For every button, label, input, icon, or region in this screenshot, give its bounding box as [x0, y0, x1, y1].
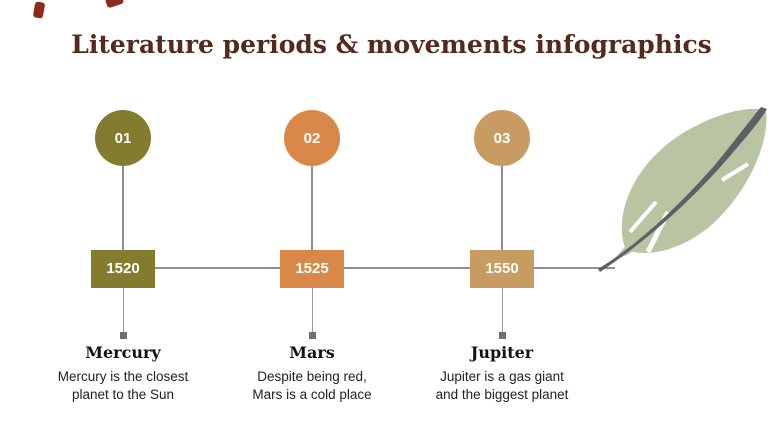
year-label-box: 1520 — [91, 250, 155, 288]
item-name: Mars — [289, 343, 335, 362]
timeline-item-mercury: 01 1520 Mercury Mercury is the closest p… — [23, 110, 223, 420]
year-label-box: 1550 — [470, 250, 534, 288]
quill-feather-icon — [598, 107, 767, 272]
timeline-marker — [119, 332, 127, 339]
page-title: Literature periods & movements infograph… — [71, 30, 712, 59]
step-number: 01 — [114, 129, 132, 147]
connector-line-bottom — [311, 288, 313, 332]
item-description: Jupiter is a gas giant and the biggest p… — [435, 369, 569, 403]
step-number: 02 — [303, 129, 321, 147]
connector-line-bottom — [122, 288, 124, 332]
step-number-badge: 03 — [474, 110, 530, 166]
timeline-axis — [123, 267, 615, 269]
year-label: 1520 — [106, 260, 140, 277]
year-label: 1550 — [485, 260, 519, 277]
step-number-badge: 02 — [284, 110, 340, 166]
timeline-item-jupiter: 03 1550 Jupiter Jupiter is a gas giant a… — [402, 110, 602, 420]
item-name: Mercury — [85, 343, 161, 362]
item-description: Despite being red, Mars is a cold place — [252, 369, 372, 403]
step-number: 03 — [493, 129, 511, 147]
timeline-item-mars: 02 1525 Mars Despite being red, Mars is … — [212, 110, 412, 420]
timeline-marker — [498, 332, 506, 339]
connector-line-top — [122, 166, 124, 250]
connector-line-bottom — [501, 288, 503, 332]
year-label-box: 1525 — [280, 250, 344, 288]
item-name: Jupiter — [470, 343, 534, 362]
connector-line-top — [501, 166, 503, 250]
item-description: Mercury is the closest planet to the Sun — [57, 369, 189, 403]
decorative-ink-mark-left — [32, 1, 46, 19]
connector-line-top — [311, 166, 313, 250]
year-label: 1525 — [295, 260, 329, 277]
timeline-marker — [308, 332, 316, 339]
step-number-badge: 01 — [95, 110, 151, 166]
decorative-ink-mark-top — [104, 0, 125, 9]
